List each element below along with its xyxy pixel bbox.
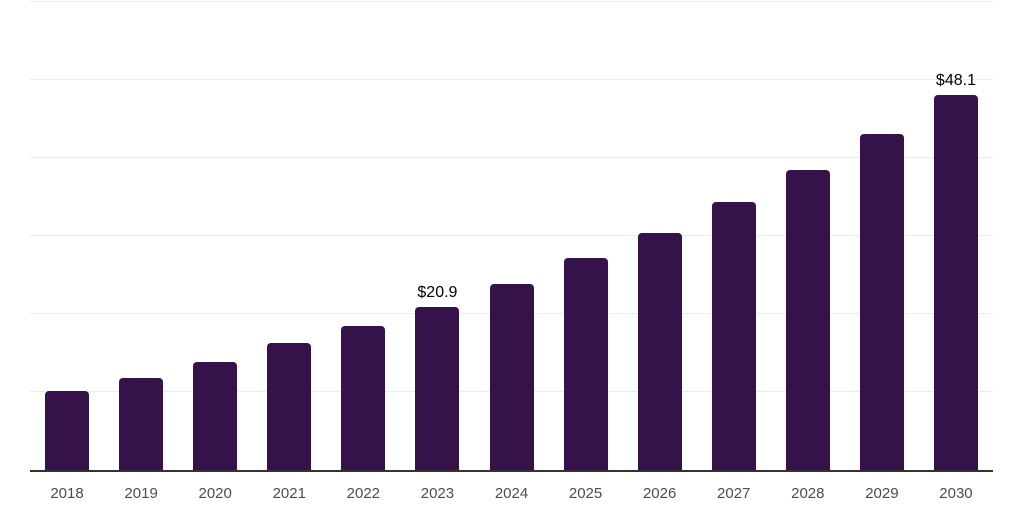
plot-area: $20.9 $48.1 [30, 1, 993, 472]
x-tick-2027: 2027 [717, 485, 751, 502]
x-axis-line [30, 470, 993, 472]
x-tick-2018: 2018 [50, 485, 84, 502]
bar-2024[interactable] [489, 284, 534, 470]
x-tick-2021: 2021 [272, 485, 306, 502]
x-tick-2024: 2024 [494, 485, 529, 502]
bar-2029[interactable] [859, 134, 904, 470]
bar-2027[interactable] [711, 202, 756, 470]
value-label-2023: $20.9 [417, 284, 458, 301]
bar-2018[interactable] [45, 391, 90, 470]
x-tick-2019: 2019 [124, 485, 158, 502]
gridline-40 [30, 157, 993, 158]
gridline-30 [30, 235, 993, 236]
gridline-50 [30, 79, 993, 80]
x-tick-2020: 2020 [198, 485, 232, 502]
gridline-60 [30, 1, 993, 2]
x-tick-2023: 2023 [420, 485, 455, 502]
bar-2019[interactable] [119, 378, 164, 470]
bar-2020[interactable] [193, 362, 238, 470]
x-tick-2025: 2025 [568, 485, 603, 502]
bar-2023[interactable] [415, 307, 460, 470]
bar-2021[interactable] [267, 343, 312, 470]
bar-2025[interactable] [563, 258, 608, 470]
bar-2022[interactable] [341, 326, 386, 470]
bar-2026[interactable] [637, 233, 682, 470]
x-tick-2026: 2026 [642, 485, 677, 502]
bar-2030[interactable] [933, 95, 978, 470]
x-tick-2022: 2022 [346, 485, 381, 502]
bar-2028[interactable] [785, 170, 830, 470]
x-tick-2028: 2028 [791, 485, 825, 502]
x-tick-2029: 2029 [865, 485, 899, 502]
x-tick-2030: 2030 [939, 485, 973, 502]
value-label-2030: $48.1 [935, 72, 976, 89]
